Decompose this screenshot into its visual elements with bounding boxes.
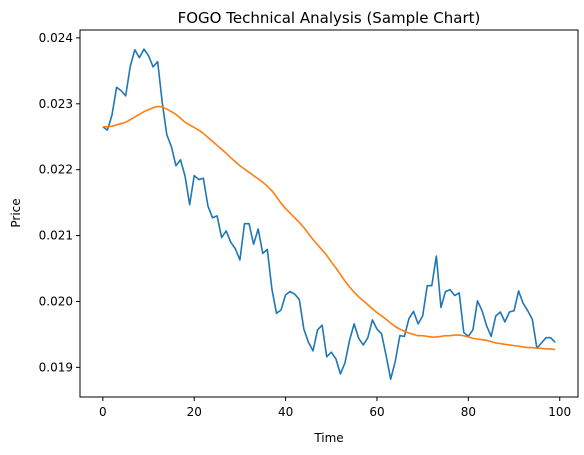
chart-title: FOGO Technical Analysis (Sample Chart) (178, 9, 481, 27)
series-layer (102, 48, 556, 381)
plot-frame (79, 29, 579, 398)
y-tick-label: 0.019 (39, 360, 73, 374)
x-tick-label: 0 (99, 405, 107, 419)
x-tick-label: 60 (369, 405, 384, 419)
x-axis: 0 20 40 60 80 100 (99, 397, 571, 419)
y-tick-label: 0.024 (39, 31, 73, 45)
y-tick-label: 0.023 (39, 97, 73, 111)
plot-background (80, 30, 578, 397)
y-axis: 0.019 0.020 0.021 0.022 0.023 0.024 (39, 31, 80, 374)
x-axis-label: Time (313, 431, 343, 445)
y-tick-label: 0.020 (39, 294, 73, 308)
x-tick-label: 20 (187, 405, 202, 419)
y-axis-label: Price (9, 198, 23, 227)
y-tick-label: 0.021 (39, 229, 73, 243)
series-line-0 (102, 48, 556, 381)
y-tick-label: 0.022 (39, 163, 73, 177)
x-tick-label: 80 (461, 405, 476, 419)
series-line-1 (102, 105, 556, 351)
x-tick-label: 100 (548, 405, 571, 419)
plot-area (80, 30, 578, 397)
x-tick-label: 40 (278, 405, 293, 419)
